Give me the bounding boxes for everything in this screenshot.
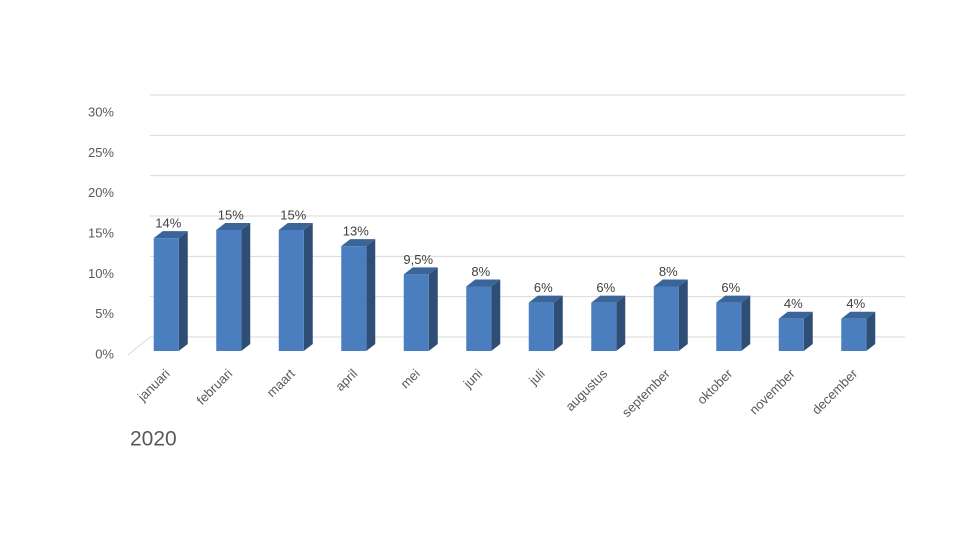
value-label: 4% xyxy=(784,296,803,311)
bar xyxy=(841,311,876,351)
bar-front xyxy=(466,286,492,351)
bar xyxy=(591,295,626,351)
bar-top xyxy=(466,279,501,287)
bar-front xyxy=(153,238,179,351)
bar-side xyxy=(491,279,501,351)
bar-top xyxy=(403,267,438,275)
bar xyxy=(278,223,313,351)
value-label: 14% xyxy=(155,216,181,231)
y-tick-label: 10% xyxy=(88,266,114,281)
value-label: 6% xyxy=(721,280,740,295)
bar-top xyxy=(278,223,313,230)
bar-front xyxy=(528,302,554,351)
bar-side xyxy=(178,231,188,351)
bar xyxy=(653,279,688,351)
x-tick-label: januari xyxy=(134,366,173,405)
bar-front xyxy=(841,318,867,351)
bar-side xyxy=(803,311,813,351)
bar-side xyxy=(616,295,626,351)
bar-side xyxy=(866,311,876,351)
x-tick-label: april xyxy=(332,366,360,394)
y-tick-label: 15% xyxy=(88,225,114,240)
x-tick-label: oktober xyxy=(694,365,736,407)
bar-top xyxy=(153,231,188,239)
bar-side xyxy=(553,295,563,351)
y-tick-label: 5% xyxy=(95,306,114,321)
value-label: 15% xyxy=(218,207,244,222)
bar-side xyxy=(366,239,376,351)
value-label: 6% xyxy=(534,280,553,295)
bar-front xyxy=(653,286,679,351)
x-tick-label: november xyxy=(746,365,798,417)
bar-top xyxy=(216,223,251,230)
value-label: 8% xyxy=(471,264,490,279)
bar-side xyxy=(303,223,313,351)
x-tick-label: juni xyxy=(460,366,486,392)
x-tick-label: december xyxy=(809,365,861,417)
y-tick-label: 0% xyxy=(95,346,114,361)
bar-front xyxy=(216,230,242,351)
x-tick-label: mei xyxy=(397,366,422,391)
value-label: 15% xyxy=(280,207,306,222)
bar-top xyxy=(716,295,751,303)
bar-front xyxy=(403,274,429,351)
x-tick-label: maart xyxy=(264,366,298,400)
chart-title: 2020 xyxy=(130,428,177,451)
bar-front xyxy=(341,246,367,351)
bar-front xyxy=(716,302,742,351)
bar xyxy=(216,223,251,351)
bar-top xyxy=(778,311,813,319)
y-tick-label: 30% xyxy=(88,104,114,119)
bar xyxy=(403,267,438,351)
bar-side xyxy=(678,279,688,351)
y-tick-label: 25% xyxy=(88,145,114,160)
bar xyxy=(153,231,188,351)
value-label: 8% xyxy=(659,264,678,279)
value-label: 4% xyxy=(846,296,865,311)
bar-top xyxy=(341,239,376,247)
bar-side xyxy=(241,223,251,351)
bar-front xyxy=(778,318,804,351)
bar-front xyxy=(278,230,304,351)
x-tick-label: augustus xyxy=(562,366,610,414)
bar xyxy=(716,295,751,351)
bar xyxy=(466,279,501,351)
value-label: 13% xyxy=(343,224,369,239)
bar xyxy=(341,239,376,351)
bar xyxy=(778,311,813,351)
x-tick-label: september xyxy=(619,365,674,420)
bar-side xyxy=(428,267,438,351)
bar-top xyxy=(841,311,876,319)
bar-top xyxy=(528,295,563,303)
bar xyxy=(528,295,563,351)
bar-top xyxy=(591,295,626,303)
bar-front xyxy=(591,302,617,351)
value-label: 9,5% xyxy=(403,252,433,267)
bar-side xyxy=(741,295,751,351)
floor-edge xyxy=(127,336,151,356)
x-tick-label: juli xyxy=(525,366,548,389)
y-tick-label: 20% xyxy=(88,185,114,200)
bar-top xyxy=(653,279,688,287)
x-tick-label: februari xyxy=(194,366,236,408)
value-label: 6% xyxy=(596,280,615,295)
